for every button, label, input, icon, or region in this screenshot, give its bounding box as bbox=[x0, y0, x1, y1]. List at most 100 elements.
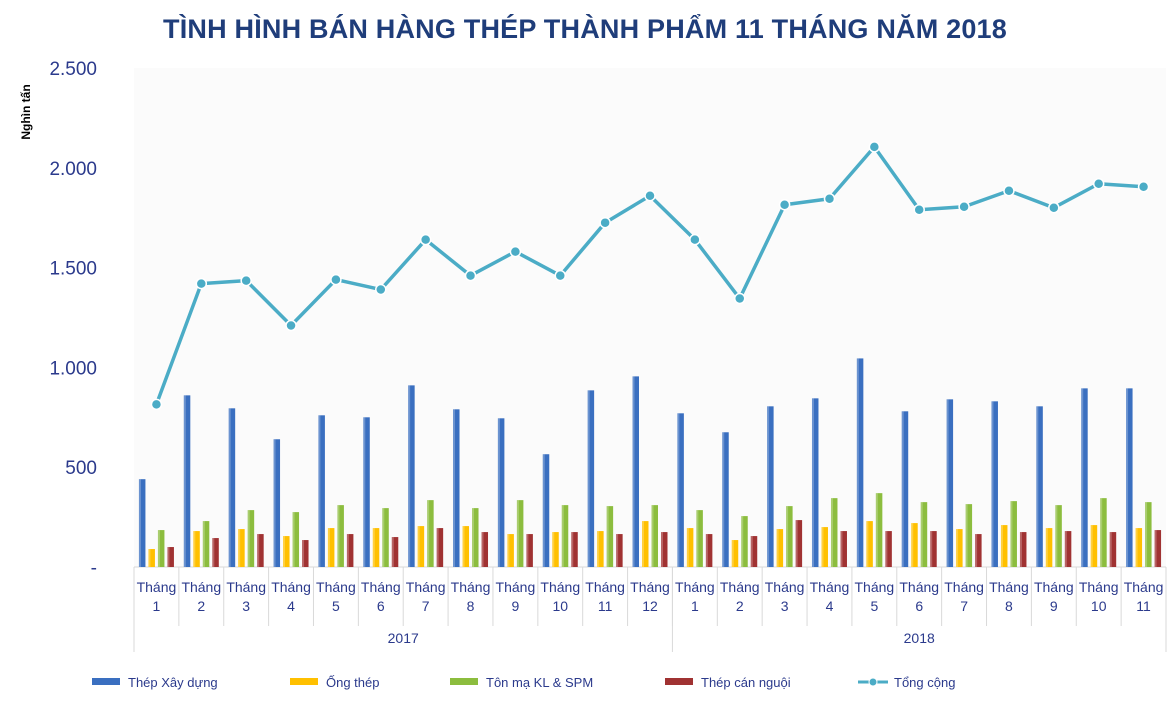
bar bbox=[651, 505, 658, 567]
bar-highlight bbox=[705, 534, 708, 567]
bar-highlight bbox=[750, 536, 753, 567]
bar-highlight bbox=[1090, 525, 1093, 567]
bar-highlight bbox=[642, 521, 644, 567]
bar bbox=[193, 531, 200, 567]
total-point bbox=[150, 398, 163, 411]
bar bbox=[571, 532, 578, 567]
bar bbox=[722, 432, 729, 567]
bar bbox=[273, 439, 281, 567]
x-tick-label: Tháng 10 bbox=[540, 579, 580, 614]
bar-highlight bbox=[651, 505, 654, 567]
bar-highlight bbox=[283, 536, 286, 567]
bar-highlight bbox=[956, 529, 959, 567]
bar-highlight bbox=[731, 540, 734, 567]
total-point bbox=[644, 189, 656, 202]
bar-highlight bbox=[571, 532, 574, 567]
legend-label: Tổng cộng bbox=[894, 675, 955, 690]
bar-highlight bbox=[856, 358, 859, 567]
bar-highlight bbox=[1154, 530, 1157, 567]
bar-highlight bbox=[722, 432, 725, 567]
bar-highlight bbox=[696, 510, 699, 567]
bar-highlight bbox=[875, 493, 878, 567]
bar bbox=[920, 502, 928, 567]
bar-highlight bbox=[866, 521, 869, 567]
bar bbox=[866, 521, 873, 567]
total-point bbox=[419, 233, 432, 246]
bar-highlight bbox=[212, 538, 215, 567]
bar bbox=[767, 406, 774, 567]
bar-highlight bbox=[1045, 528, 1048, 567]
x-tick-label: Tháng 8 bbox=[989, 579, 1029, 614]
total-point bbox=[1092, 178, 1105, 190]
y-tick-label: 1.000 bbox=[49, 358, 97, 379]
bar bbox=[1154, 530, 1162, 567]
x-tick-label: Tháng 9 bbox=[496, 579, 536, 614]
bar bbox=[1081, 388, 1088, 567]
bar bbox=[686, 528, 694, 567]
x-tick-label: Tháng 6 bbox=[361, 579, 401, 614]
bar-highlight bbox=[686, 528, 689, 567]
bar bbox=[202, 521, 210, 567]
bar-highlight bbox=[946, 399, 949, 567]
bar-highlight bbox=[811, 398, 814, 567]
bar bbox=[776, 529, 784, 567]
bar-highlight bbox=[462, 526, 465, 567]
x-tick-label: Tháng 7 bbox=[944, 579, 984, 614]
bar bbox=[741, 516, 748, 567]
bar-highlight bbox=[363, 417, 366, 567]
bar bbox=[427, 500, 434, 567]
bar bbox=[238, 529, 245, 567]
bar bbox=[552, 532, 559, 567]
bar bbox=[228, 408, 236, 567]
bar-highlight bbox=[552, 532, 555, 567]
y-tick-label: - bbox=[91, 558, 97, 579]
bar bbox=[183, 395, 191, 567]
bar bbox=[318, 415, 325, 567]
total-point bbox=[1137, 181, 1150, 193]
bar bbox=[327, 528, 335, 567]
bar-highlight bbox=[516, 500, 519, 567]
x-tick-label: Tháng 2 bbox=[181, 579, 221, 614]
bar-highlight bbox=[167, 547, 170, 567]
bar bbox=[965, 504, 973, 567]
total-line-layer bbox=[150, 141, 1150, 411]
bar-highlight bbox=[1019, 532, 1022, 567]
total-point bbox=[464, 269, 477, 282]
bar-highlight bbox=[965, 504, 968, 567]
bar-highlight bbox=[616, 534, 619, 567]
bar-highlight bbox=[193, 531, 196, 567]
total-point bbox=[733, 292, 746, 305]
bar-highlight bbox=[1135, 528, 1138, 567]
total-point bbox=[1003, 185, 1015, 197]
bar-highlight bbox=[1100, 498, 1103, 567]
bar bbox=[795, 520, 803, 567]
bar bbox=[382, 508, 389, 567]
x-tick-label: Tháng 7 bbox=[406, 579, 446, 614]
bar-highlight bbox=[202, 521, 205, 567]
bar bbox=[497, 418, 505, 567]
bar-highlight bbox=[427, 500, 430, 567]
group-label: 2018 bbox=[904, 630, 935, 646]
bar-highlight bbox=[741, 516, 744, 567]
bar bbox=[1100, 498, 1107, 567]
bar bbox=[1126, 388, 1133, 567]
bar-highlight bbox=[1126, 388, 1129, 567]
bar bbox=[167, 547, 174, 567]
bar bbox=[705, 534, 713, 567]
legend-swatch bbox=[92, 678, 120, 685]
bar bbox=[946, 399, 954, 567]
chart-title: TÌNH HÌNH BÁN HÀNG THÉP THÀNH PHẨM 11 TH… bbox=[163, 14, 1007, 44]
group-label: 2017 bbox=[388, 630, 419, 646]
bar bbox=[372, 528, 380, 567]
bar-highlight bbox=[1036, 406, 1039, 567]
bar-highlight bbox=[991, 401, 994, 567]
bar bbox=[830, 498, 838, 567]
bar-highlight bbox=[318, 415, 321, 567]
legend-label: Ống thép bbox=[326, 675, 380, 690]
bar-highlight bbox=[1055, 505, 1058, 567]
x-tick-label: Tháng 9 bbox=[1034, 579, 1074, 614]
bar-highlight bbox=[1010, 501, 1013, 567]
bar bbox=[283, 536, 290, 567]
bar-highlight bbox=[148, 549, 151, 567]
